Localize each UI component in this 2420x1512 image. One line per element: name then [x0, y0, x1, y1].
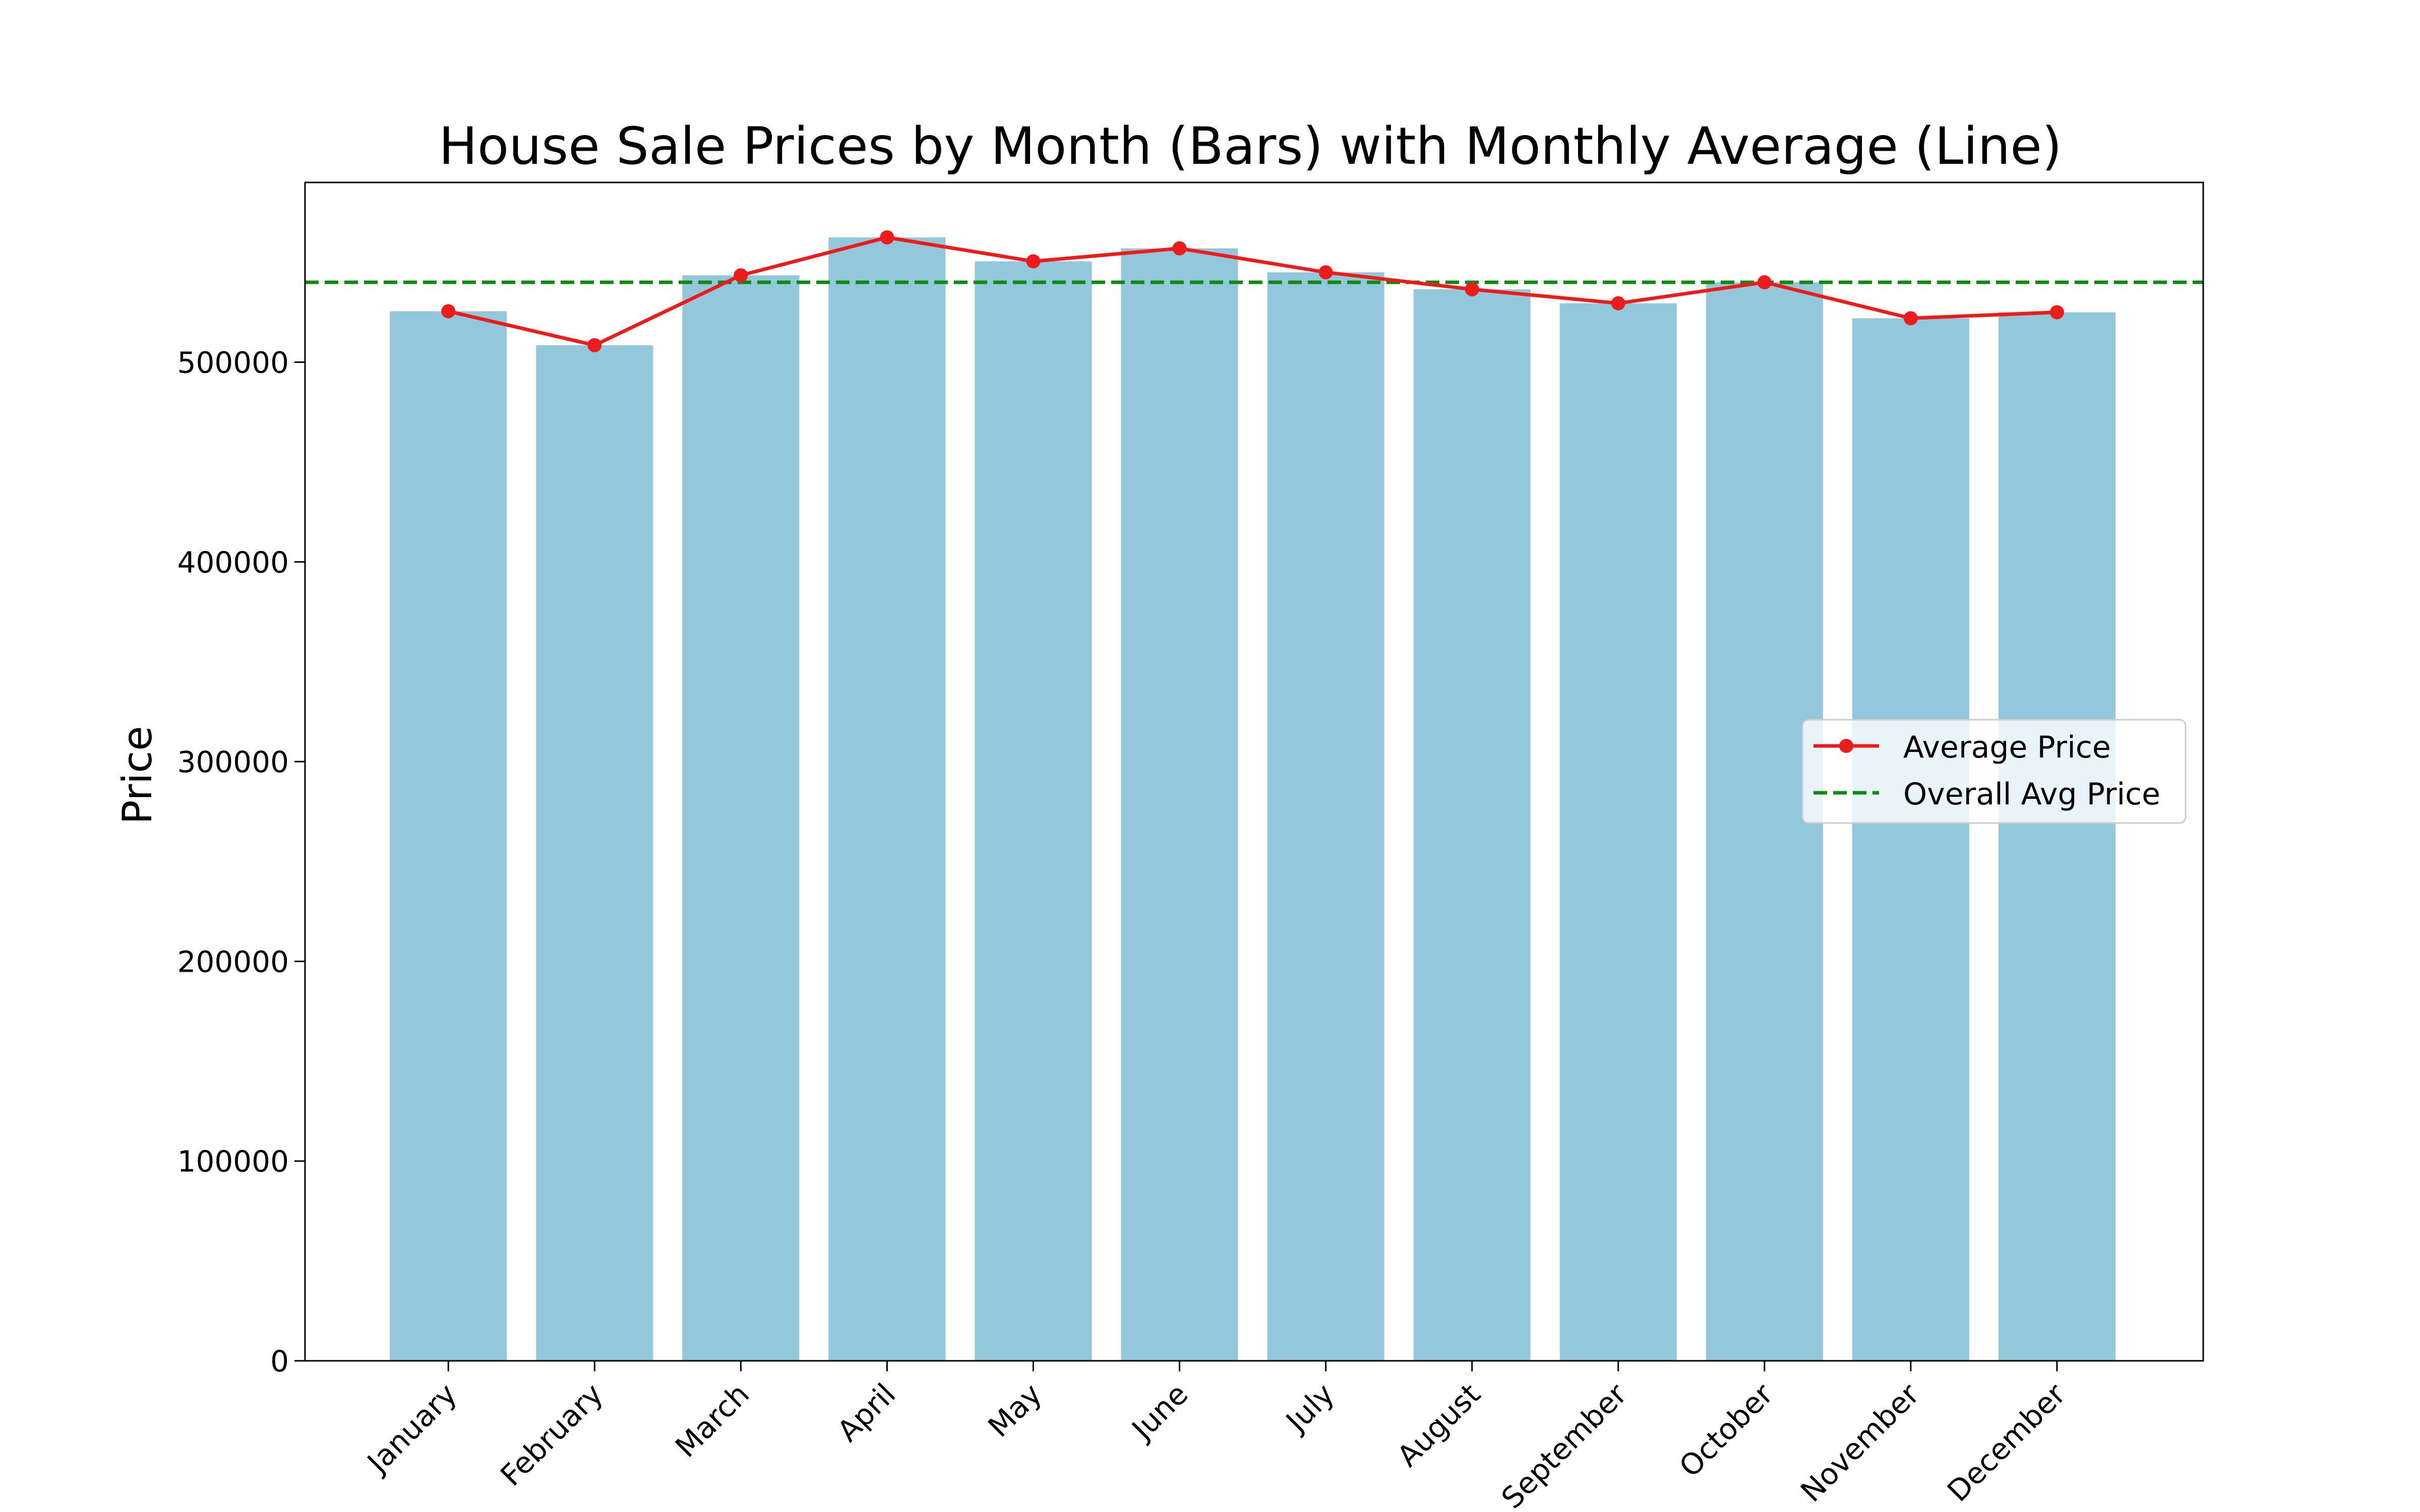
- legend-marker-swatch: [1839, 739, 1853, 753]
- legend-label-average: Average Price: [1903, 730, 2111, 765]
- average-price-line: [448, 235, 2058, 347]
- bar-january: [390, 311, 507, 1361]
- plot-frame: [304, 181, 2204, 1362]
- average-point-december: [2049, 305, 2064, 320]
- legend-label-overall: Overall Avg Price: [1903, 777, 2160, 812]
- y-tick-label: 400000: [177, 545, 289, 580]
- average-point-january: [441, 304, 456, 319]
- y-tick-label: 500000: [177, 346, 289, 380]
- average-point-july: [1318, 265, 1333, 280]
- average-point-november: [1903, 311, 1918, 326]
- bar-may: [975, 261, 1092, 1361]
- bar-november: [1852, 318, 1969, 1361]
- bars-layer: [390, 237, 2115, 1361]
- bar-march: [682, 275, 800, 1361]
- y-tick-label: 300000: [177, 745, 289, 779]
- y-tick-label: 0: [270, 1344, 289, 1378]
- chart-title: House Sale Prices by Month (Bars) with M…: [439, 116, 2062, 176]
- y-axis-label: Price: [114, 726, 161, 824]
- average-point-march: [734, 268, 748, 283]
- average-point-october: [1757, 275, 1772, 290]
- legend: Average Price Overall Avg Price: [1801, 719, 2187, 824]
- bar-april: [828, 237, 946, 1361]
- bar-february: [536, 345, 653, 1361]
- average-point-february: [587, 338, 602, 352]
- bar-september: [1559, 303, 1677, 1361]
- legend-box: [1801, 719, 2187, 824]
- average-point-august: [1465, 282, 1479, 297]
- y-tick-label: 200000: [177, 944, 289, 979]
- average-line-layer: [441, 230, 2064, 352]
- bar-december: [1998, 312, 2115, 1361]
- average-point-june: [1172, 241, 1187, 256]
- average-point-may: [1026, 254, 1041, 269]
- y-axis: 0 100000 200000 300000 400000 500000: [177, 346, 305, 1378]
- average-point-september: [1611, 296, 1625, 310]
- bar-august: [1413, 289, 1531, 1361]
- y-tick-label: 100000: [177, 1145, 289, 1179]
- bar-june: [1121, 248, 1238, 1361]
- average-point-april: [880, 230, 894, 244]
- bar-july: [1267, 272, 1384, 1361]
